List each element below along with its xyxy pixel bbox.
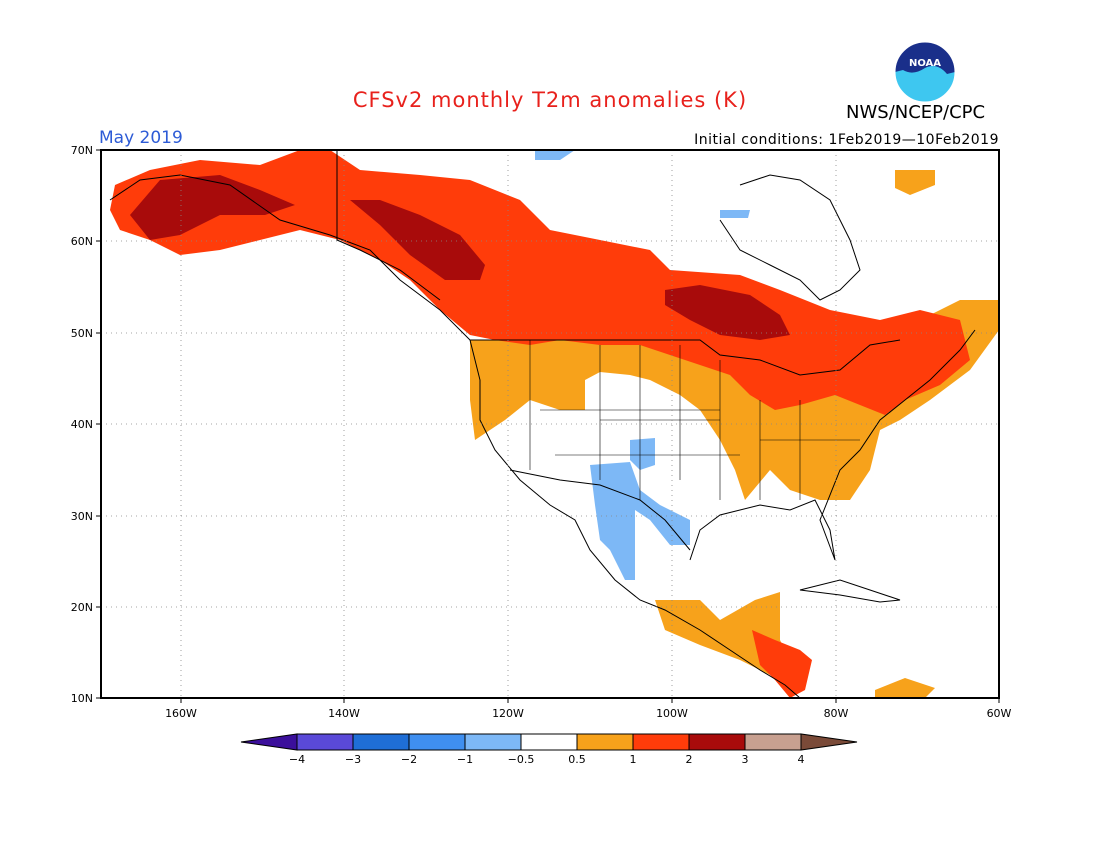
colorbar-swatch xyxy=(296,733,354,751)
us-canada-border xyxy=(470,339,901,376)
lat-label-40n: 40N xyxy=(71,418,93,431)
colorbar-swatch xyxy=(576,733,634,751)
anomaly-region-orange-greenland xyxy=(895,170,935,195)
colorbar-label: −3 xyxy=(345,753,361,766)
anomaly-region-darkred-bc xyxy=(350,200,485,280)
colorbar-swatch xyxy=(408,733,466,751)
coastline-gulf xyxy=(689,329,976,561)
lon-label-60w: 60W xyxy=(987,707,1012,720)
colorbar-swatch xyxy=(744,733,802,751)
colorbar-swatch xyxy=(688,733,746,751)
colorbar-label: −2 xyxy=(401,753,417,766)
colorbar: −4 −3 −2 −1 −0.5 0.5 1 2 3 4 xyxy=(240,733,858,766)
lon-label-120w: 120W xyxy=(492,707,524,720)
lon-label-160w: 160W xyxy=(165,707,197,720)
anomaly-region-darkred-ontario xyxy=(665,285,790,340)
anomaly-region-blue-arctic xyxy=(535,150,575,160)
lat-label-50n: 50N xyxy=(71,327,93,340)
colorbar-label: −0.5 xyxy=(508,753,535,766)
anomaly-region-orange-mexico xyxy=(655,592,790,675)
noaa-logo: NOAA xyxy=(893,40,957,104)
anomaly-region-blue-hudson xyxy=(720,210,750,218)
cuba-outline xyxy=(799,579,901,603)
lat-label-10n: 10N xyxy=(71,692,93,705)
colorbar-label: 4 xyxy=(798,753,805,766)
lon-label-100w: 100W xyxy=(656,707,688,720)
colorbar-swatch xyxy=(352,733,410,751)
valid-month-label: May 2019 xyxy=(99,128,183,148)
anomaly-region-darkred-alaska xyxy=(130,175,295,240)
map-title: CFSv2 monthly T2m anomalies (K) xyxy=(352,88,748,112)
colorbar-label: 2 xyxy=(686,753,693,766)
colorbar-swatch xyxy=(520,733,578,751)
colorbar-swatch xyxy=(632,733,690,751)
colorbar-label: −4 xyxy=(289,753,305,766)
axis-ticks xyxy=(96,149,1000,703)
lat-label-20n: 20N xyxy=(71,601,93,614)
colorbar-swatch xyxy=(464,733,522,751)
anomaly-region-red-north xyxy=(110,150,970,415)
canada-alaska-border xyxy=(336,150,441,301)
svg-text:NOAA: NOAA xyxy=(909,58,941,69)
anomaly-region-blue-southwest xyxy=(590,462,690,580)
coastline-hudson xyxy=(719,174,861,301)
lat-label-60n: 60N xyxy=(71,235,93,248)
colorbar-arrow-left xyxy=(240,733,298,751)
org-label: NWS/NCEP/CPC xyxy=(846,102,986,123)
lon-label-140w: 140W xyxy=(328,707,360,720)
lon-label-80w: 80W xyxy=(824,707,849,720)
anomaly-region-red-central-america xyxy=(752,630,812,698)
anomaly-fields xyxy=(110,150,999,698)
colorbar-label: 0.5 xyxy=(568,753,586,766)
us-mexico-border xyxy=(509,469,691,551)
colorbar-label: −1 xyxy=(457,753,473,766)
initial-conditions-label: Initial conditions: 1Feb2019—10Feb2019 xyxy=(694,132,999,148)
coastline-west xyxy=(109,174,801,698)
anomaly-region-orange-west xyxy=(470,300,999,500)
colorbar-label: 3 xyxy=(742,753,749,766)
anomaly-region-blue-colorado xyxy=(630,438,655,470)
anomaly-region-orange-caribbean xyxy=(875,678,935,698)
lat-label-70n: 70N xyxy=(71,144,93,157)
colorbar-arrow-right xyxy=(800,733,858,751)
state-lines xyxy=(529,340,860,500)
lat-label-30n: 30N xyxy=(71,510,93,523)
map-outlines xyxy=(109,150,976,698)
colorbar-label: 1 xyxy=(630,753,637,766)
